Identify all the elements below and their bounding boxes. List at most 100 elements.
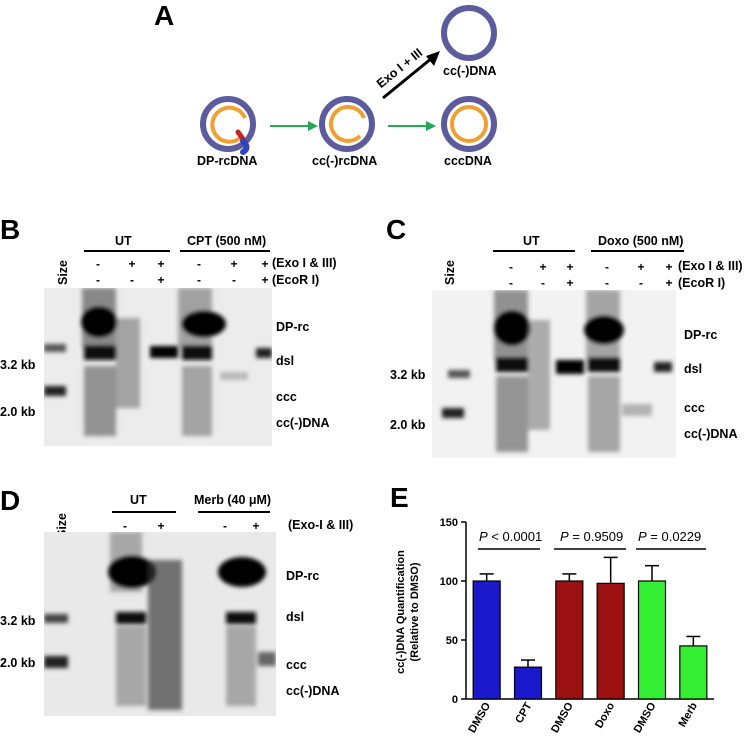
- p1-text: P < 0.0001: [479, 529, 542, 544]
- panel-b-ecor-sign: -: [130, 273, 134, 287]
- panel-c-ecor-sign: -: [639, 276, 643, 290]
- panel-b-letter: B: [0, 214, 21, 245]
- panel-b-group-drug: CPT (500 nM): [187, 234, 267, 248]
- p3-prefix: P: [638, 529, 647, 544]
- panel-b-exo-sign: +: [128, 257, 136, 271]
- y-tick-label: 100: [440, 576, 458, 588]
- cc-rcdna-circle: [319, 96, 375, 152]
- panel-c-band-ccc: ccc: [684, 401, 705, 415]
- panel-d-drug-underline: [198, 511, 270, 513]
- panel-c-exo-sign: -: [605, 260, 609, 274]
- x-tick-label: Merb: [676, 700, 700, 729]
- panel-b-ecor-sign: -: [96, 273, 100, 287]
- p2-prefix: P: [560, 529, 569, 544]
- panel-b-band-ccc: ccc: [276, 390, 297, 404]
- panel-c-ecor-label: (EcoR I): [678, 276, 726, 290]
- panel-c-ut-underline: [493, 250, 575, 252]
- dp-rcdna-circle: [200, 96, 256, 155]
- panel-a-letter: A: [154, 0, 175, 31]
- panel-e-letter: E: [390, 482, 409, 513]
- panel-b-ecor-sign: -: [197, 273, 201, 287]
- exo-arrow: [382, 51, 440, 100]
- panel-d-group-ut: UT: [130, 493, 147, 507]
- y-tick-label: 150: [440, 517, 458, 529]
- y-tick-label: 0: [452, 694, 458, 706]
- panel-d-marker-32: 3.2 kb: [0, 614, 36, 628]
- p1-value: < 0.0001: [488, 529, 543, 544]
- x-tick-label: DMSO: [549, 700, 576, 735]
- panel-b-band-ccdna: cc(-)DNA: [276, 416, 330, 430]
- cccdna-label: cccDNA: [444, 154, 492, 168]
- panel-d-ut-underline: [112, 511, 176, 513]
- panel-d-letter: D: [0, 485, 21, 516]
- green-arrow-2: [388, 121, 436, 131]
- panel-b-ecor-sign: +: [157, 273, 165, 287]
- panel-d-exo-label: (Exo-I & III): [288, 518, 354, 532]
- panel-b-band-dprc: DP-rc: [276, 320, 310, 334]
- panel-c-exo-sign: +: [566, 260, 574, 274]
- bar: [637, 580, 667, 700]
- panel-c-band-dprc: DP-rc: [684, 328, 718, 342]
- cc-dna-label: cc(-)DNA: [443, 64, 497, 78]
- panel-c-ecor-sign: +: [566, 276, 574, 290]
- panel-c-gel-blot: [432, 290, 676, 458]
- panel-d-band-ccdna: cc(-)DNA: [286, 684, 340, 698]
- panel-c-band-dsl: dsl: [684, 362, 703, 376]
- dp-rcdna-label: DP-rcDNA: [197, 154, 258, 168]
- panel-c-exo-sign: +: [637, 260, 645, 274]
- panel-a-diagram: [200, 5, 497, 155]
- panel-b-ecor-sign: +: [261, 273, 269, 287]
- y-tick-label: 50: [446, 635, 458, 647]
- panel-d-group-drug: Merb (40 μM): [194, 493, 272, 507]
- panel-e-ylabel-line2: (Relative to DMSO): [409, 562, 421, 661]
- bar: [555, 580, 584, 700]
- panel-c-ecor-sign: -: [605, 276, 609, 290]
- panel-c-marker-20: 2.0 kb: [390, 418, 426, 432]
- bar: [472, 580, 501, 700]
- panel-c-marker-32: 3.2 kb: [390, 368, 426, 382]
- panel-b-marker-32: 3.2 kb: [0, 358, 36, 372]
- panel-d-band-dprc: DP-rc: [286, 569, 320, 583]
- panel-d-band-dsl: dsl: [286, 610, 305, 624]
- panel-d-marker-20: 2.0 kb: [0, 656, 36, 670]
- panel-c-exo-sign: +: [539, 260, 547, 274]
- panel-b-exo-sign: -: [197, 257, 201, 271]
- panel-b-exo-sign: -: [96, 257, 100, 271]
- panel-b-ecor-label: (EcoR I): [272, 273, 320, 287]
- panel-b-drug-underline: [180, 250, 270, 252]
- panel-b-marker-20: 2.0 kb: [0, 405, 36, 419]
- panel-d-band-ccc: ccc: [286, 658, 307, 672]
- panel-c-exo-sign: +: [665, 260, 673, 274]
- panel-b-ut-underline: [84, 250, 170, 252]
- cccdna-circle: [441, 96, 497, 152]
- x-tick-label: CPT: [513, 700, 535, 725]
- panel-d-exo-sign: +: [157, 519, 165, 533]
- p2-value: = 0.9509: [569, 529, 624, 544]
- bar: [596, 582, 625, 700]
- cc-dna-circle: [441, 5, 497, 61]
- panel-c-group-ut: UT: [523, 234, 540, 248]
- panel-c-band-ccdna: cc(-)DNA: [684, 427, 738, 441]
- panel-e-ylabel-line1: cc(-)DNA Quantification: [395, 550, 407, 674]
- panel-d-exo-sign: -: [123, 519, 127, 533]
- panel-b-exo-sign: +: [230, 257, 238, 271]
- panel-b-band-dsl: dsl: [276, 354, 295, 368]
- panel-c-ecor-sign: +: [665, 276, 673, 290]
- bar: [513, 666, 543, 700]
- p1-prefix: P: [479, 529, 488, 544]
- x-tick-label: Doxo: [593, 700, 617, 730]
- green-arrow-1: [270, 121, 318, 131]
- panel-c-ecor-sign: -: [541, 276, 545, 290]
- bar: [679, 645, 708, 700]
- panel-b-exo-sign: +: [261, 257, 269, 271]
- x-tick-label: DMSO: [466, 700, 493, 735]
- p2-text: P = 0.9509: [560, 529, 623, 544]
- panel-c-exo-sign: -: [509, 260, 513, 274]
- panel-c-letter: C: [386, 214, 407, 245]
- panel-b-gel-blot: [44, 288, 272, 446]
- x-tick-label: DMSO: [632, 700, 659, 735]
- panel-b-exo-sign: +: [157, 257, 165, 271]
- panel-c-ecor-sign: -: [509, 276, 513, 290]
- panel-b-ecor-sign: -: [232, 273, 236, 287]
